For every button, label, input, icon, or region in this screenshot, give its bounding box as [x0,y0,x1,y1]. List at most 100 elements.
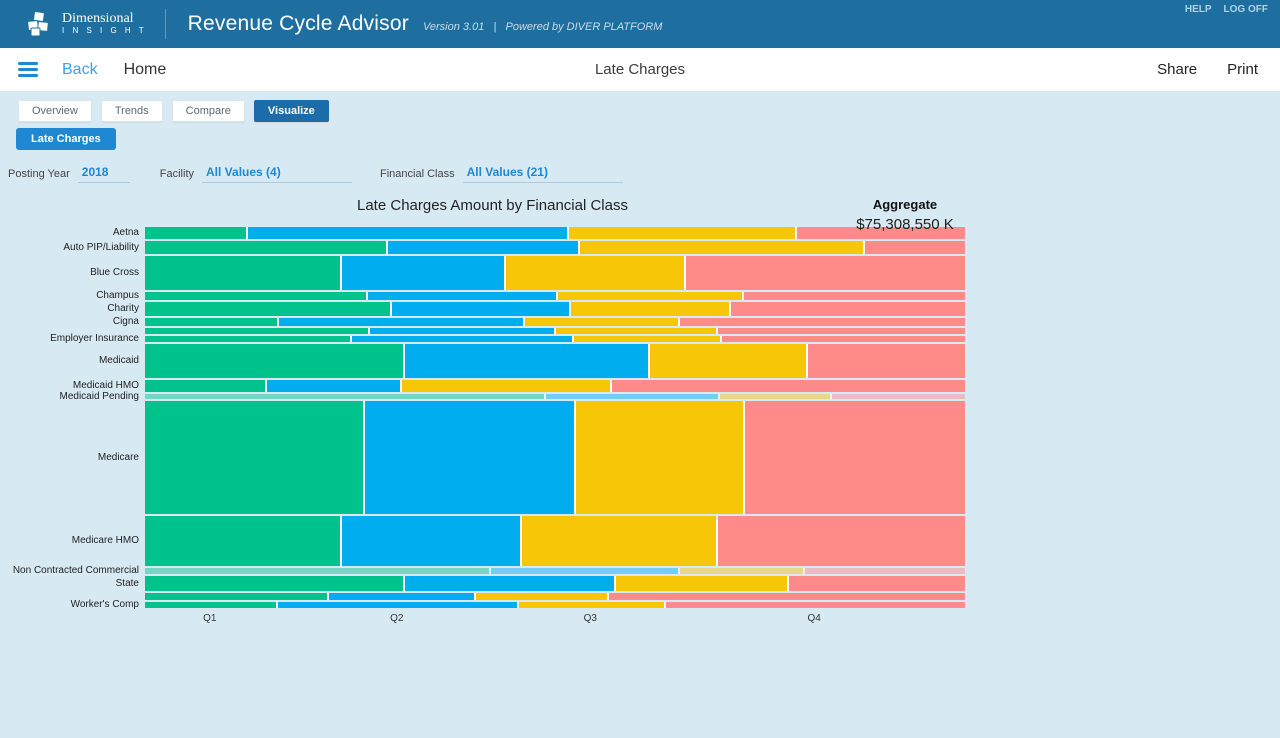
mosaic-row: Medicaid Pending [5,391,1280,401]
segment-q3[interactable] [557,292,742,300]
segment-q1[interactable] [145,568,489,574]
home-button[interactable]: Home [123,60,167,78]
segment-q1[interactable] [145,336,351,342]
segment-q1[interactable] [145,401,364,514]
segment-q4[interactable] [717,328,965,334]
segment-q3[interactable] [573,336,721,342]
mosaic-row: Medicaid [5,344,1280,378]
segment-q1[interactable] [145,227,246,239]
tab-visualize[interactable]: Visualize [253,100,329,122]
segment-q1[interactable] [145,516,341,566]
row-label: State [115,577,139,589]
row-label: Non Contracted Commercial [12,565,139,576]
segment-q2[interactable] [267,380,401,392]
segment-q1[interactable] [145,602,277,608]
tab-overview[interactable]: Overview [18,100,92,122]
segment-q4[interactable] [611,380,965,392]
segment-q1[interactable] [145,318,277,326]
segment-q2[interactable] [392,302,570,316]
financial-class-value[interactable]: All Values (21) [462,165,623,183]
segment-q4[interactable] [718,516,965,566]
segment-q2[interactable] [278,318,524,326]
chart-section: Aggregate $75,308,550 K Late Charges Amo… [0,197,1280,629]
header-links: HELP LOG OFF [1185,4,1268,15]
segment-q3[interactable] [505,256,684,290]
segment-q2[interactable] [328,593,475,600]
segment-q1[interactable] [145,256,340,290]
row-label: Champus [96,290,139,301]
segment-q3[interactable] [575,401,744,514]
segment-q1[interactable] [145,344,404,378]
segment-q4[interactable] [789,576,965,591]
segment-q2[interactable] [405,344,649,378]
segment-q4[interactable] [666,602,965,608]
segment-q3[interactable] [616,576,788,591]
segment-q3[interactable] [402,380,610,392]
segment-q3[interactable] [720,394,830,399]
segment-q2[interactable] [247,227,568,239]
share-button[interactable]: Share [1157,61,1198,78]
segment-q1[interactable] [145,593,327,600]
segment-q4[interactable] [680,318,966,326]
print-button[interactable]: Print [1227,61,1258,78]
segment-q3[interactable] [650,344,806,378]
segment-q1[interactable] [145,241,386,254]
segment-q3[interactable] [519,602,665,608]
x-tick-q1: Q1 [203,613,217,624]
tab-compare[interactable]: Compare [171,100,245,122]
segment-q1[interactable] [145,292,367,300]
segment-q2[interactable] [278,602,518,608]
segment-q2[interactable] [352,336,572,342]
segment-q1[interactable] [145,380,266,392]
segment-q4[interactable] [730,302,965,316]
row-bar [145,568,965,574]
segment-q2[interactable] [342,516,520,566]
segment-q4[interactable] [722,336,965,342]
segment-q4[interactable] [745,401,966,514]
logoff-link[interactable]: LOG OFF [1223,4,1268,15]
segment-q3[interactable] [569,227,796,239]
segment-q3[interactable] [525,318,679,326]
help-link[interactable]: HELP [1184,4,1212,15]
segment-q4[interactable] [743,292,965,300]
segment-q1[interactable] [145,302,391,316]
segment-q1[interactable] [145,576,404,591]
segment-q4[interactable] [807,344,965,378]
segment-q4[interactable] [804,568,965,574]
segment-q4[interactable] [831,394,965,399]
row-bar [145,292,965,300]
segment-q2[interactable] [405,576,615,591]
segment-q2[interactable] [387,241,579,254]
row-bar [145,227,965,239]
segment-q3[interactable] [580,241,863,254]
subtab-late-charges[interactable]: Late Charges [16,128,116,150]
segment-q2[interactable] [365,401,574,514]
posting-year-label: Posting Year [8,168,70,180]
segment-q4[interactable] [864,241,965,254]
segment-q2[interactable] [368,292,556,300]
facility-value[interactable]: All Values (4) [202,165,353,183]
segment-q3[interactable] [521,516,717,566]
segment-q3[interactable] [555,328,716,334]
aggregate-box: Aggregate $75,308,550 K [835,197,975,233]
segment-q3[interactable] [571,302,729,316]
segment-q4[interactable] [685,256,965,290]
back-button[interactable]: Back [62,60,98,78]
logo-line1: Dimensional [62,11,134,26]
segment-q3[interactable] [476,593,608,600]
segment-q2[interactable] [341,256,504,290]
segment-q1[interactable] [145,394,544,399]
tab-trends[interactable]: Trends [100,100,163,122]
segment-q2[interactable] [370,328,554,334]
segment-q4[interactable] [797,227,965,239]
segment-q2[interactable] [490,568,678,574]
mosaic-row: Cigna [5,317,1280,327]
segment-q1[interactable] [145,328,369,334]
hamburger-menu-icon[interactable] [18,59,38,80]
posting-year-value[interactable]: 2018 [77,165,130,183]
mosaic-row: Medicaid HMO [5,380,1280,392]
segment-q2[interactable] [545,394,719,399]
segment-q4[interactable] [609,593,965,600]
segment-q3[interactable] [679,568,803,574]
page-title: Late Charges [594,61,686,78]
